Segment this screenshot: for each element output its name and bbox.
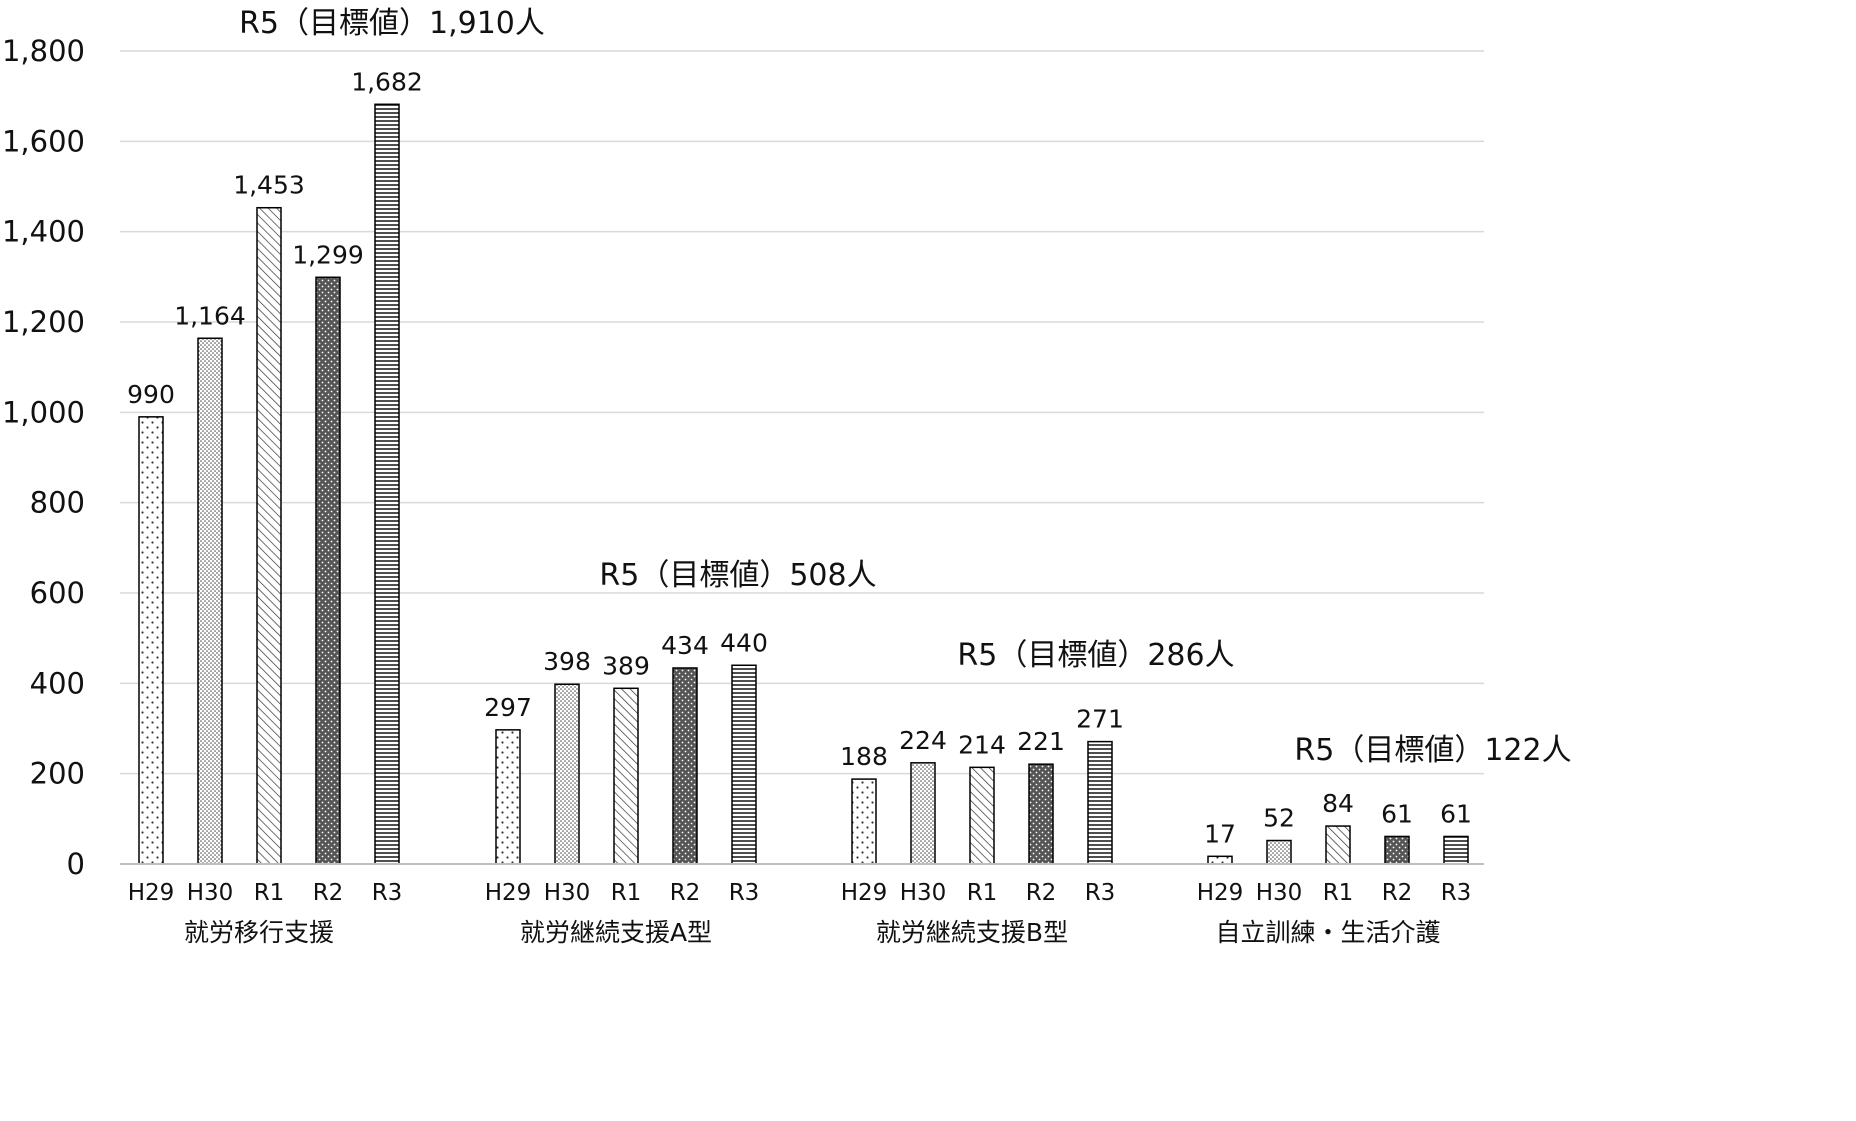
data-label: 1,299 — [292, 240, 364, 269]
data-label: 297 — [484, 693, 532, 722]
bar — [1384, 835, 1410, 865]
y-axis: 0 200 400 600 800 1,000 1,200 1,400 1,600 1,800 — [2, 34, 85, 881]
bar — [1325, 825, 1351, 865]
y-tick-label: 1,000 — [2, 395, 85, 429]
target-annotations: R5（目標値）1,910人 R5（目標値）508人 R5（目標値）286人 R5（目標… — [239, 6, 1572, 768]
y-tick-label: 1,200 — [2, 305, 85, 339]
x-tick-label: R1 — [1323, 880, 1354, 906]
data-label: 389 — [602, 651, 650, 680]
x-tick-label: R1 — [611, 880, 642, 906]
bar — [1028, 763, 1054, 865]
bar — [495, 729, 521, 865]
bar — [256, 206, 282, 865]
bar — [1443, 835, 1469, 865]
x-tick-label: H30 — [187, 880, 234, 906]
data-label: 224 — [899, 726, 947, 755]
group-label: 就労継続支援B型 — [876, 918, 1068, 947]
data-label: 61 — [1381, 799, 1413, 828]
bar — [554, 683, 580, 865]
target-annotation: R5（目標値）1,910人 — [239, 6, 545, 41]
data-label: 52 — [1263, 804, 1295, 833]
gridlines — [120, 50, 1484, 775]
bar — [613, 687, 639, 865]
data-label: 1,682 — [351, 67, 423, 96]
bar — [851, 778, 877, 865]
data-label: 271 — [1076, 705, 1124, 734]
x-tick-label: R3 — [1085, 880, 1116, 906]
bar — [197, 337, 223, 865]
target-annotation: R5（目標値）508人 — [599, 558, 876, 593]
x-tick-label: R2 — [670, 880, 701, 906]
group-label: 就労移行支援 — [184, 918, 334, 947]
x-tick-label: R2 — [313, 880, 344, 906]
y-tick-label: 400 — [30, 666, 85, 700]
x-tick-label: R2 — [1026, 880, 1057, 906]
bar — [672, 667, 698, 865]
x-tick-label: R1 — [254, 880, 285, 906]
bars — [138, 103, 1469, 865]
data-label: 1,164 — [174, 301, 246, 330]
y-tick-label: 800 — [30, 486, 85, 520]
bar — [1087, 740, 1113, 865]
target-annotation: R5（目標値）286人 — [957, 638, 1234, 673]
bar — [731, 664, 757, 865]
bar — [969, 766, 995, 865]
bar — [138, 416, 164, 865]
data-label: 61 — [1440, 799, 1472, 828]
x-tick-label: R2 — [1382, 880, 1413, 906]
y-tick-label: 1,400 — [2, 215, 85, 249]
x-tick-label: R3 — [372, 880, 403, 906]
data-labels: 990 1,164 1,453 1,299 1,682 297 398 389 434 440 18… — [127, 67, 1472, 848]
data-label: 440 — [720, 628, 768, 657]
bar — [1207, 855, 1233, 865]
target-annotation: R5（目標値）122人 — [1294, 733, 1571, 768]
group-label: 自立訓練・生活介護 — [1215, 918, 1440, 947]
y-tick-label: 200 — [30, 757, 85, 791]
x-tick-label: R3 — [729, 880, 760, 906]
x-tick-label: R1 — [967, 880, 998, 906]
data-label: 221 — [1017, 727, 1065, 756]
x-tick-label: H30 — [900, 880, 947, 906]
bar — [1266, 839, 1292, 865]
bar — [315, 276, 341, 865]
x-tick-label: H29 — [1197, 880, 1244, 906]
data-label: 188 — [840, 742, 888, 771]
data-label: 84 — [1322, 789, 1354, 818]
data-label: 398 — [543, 647, 591, 676]
y-tick-label: 0 — [67, 847, 85, 881]
x-tick-label: H29 — [485, 880, 532, 906]
x-tick-label: R3 — [1441, 880, 1472, 906]
data-label: 1,453 — [233, 171, 305, 200]
data-label: 990 — [127, 380, 175, 409]
data-label: 214 — [958, 730, 1006, 759]
x-axis: H29 H30 R1 R2 R3 就労移行支援 H29 H30 R1 R2 R3 就労継続支援A型 H2… — [120, 863, 1484, 947]
data-label: 17 — [1204, 819, 1236, 848]
x-tick-label: H30 — [1256, 880, 1303, 906]
x-tick-label: H29 — [128, 880, 175, 906]
group-label: 就労継続支援A型 — [520, 918, 712, 947]
y-tick-label: 1,600 — [2, 124, 85, 158]
y-tick-label: 1,800 — [2, 34, 85, 68]
x-tick-label: H30 — [544, 880, 591, 906]
y-tick-label: 600 — [30, 576, 85, 610]
bar — [374, 103, 400, 865]
x-tick-label: H29 — [841, 880, 888, 906]
bar — [910, 762, 936, 865]
data-label: 434 — [661, 631, 709, 660]
